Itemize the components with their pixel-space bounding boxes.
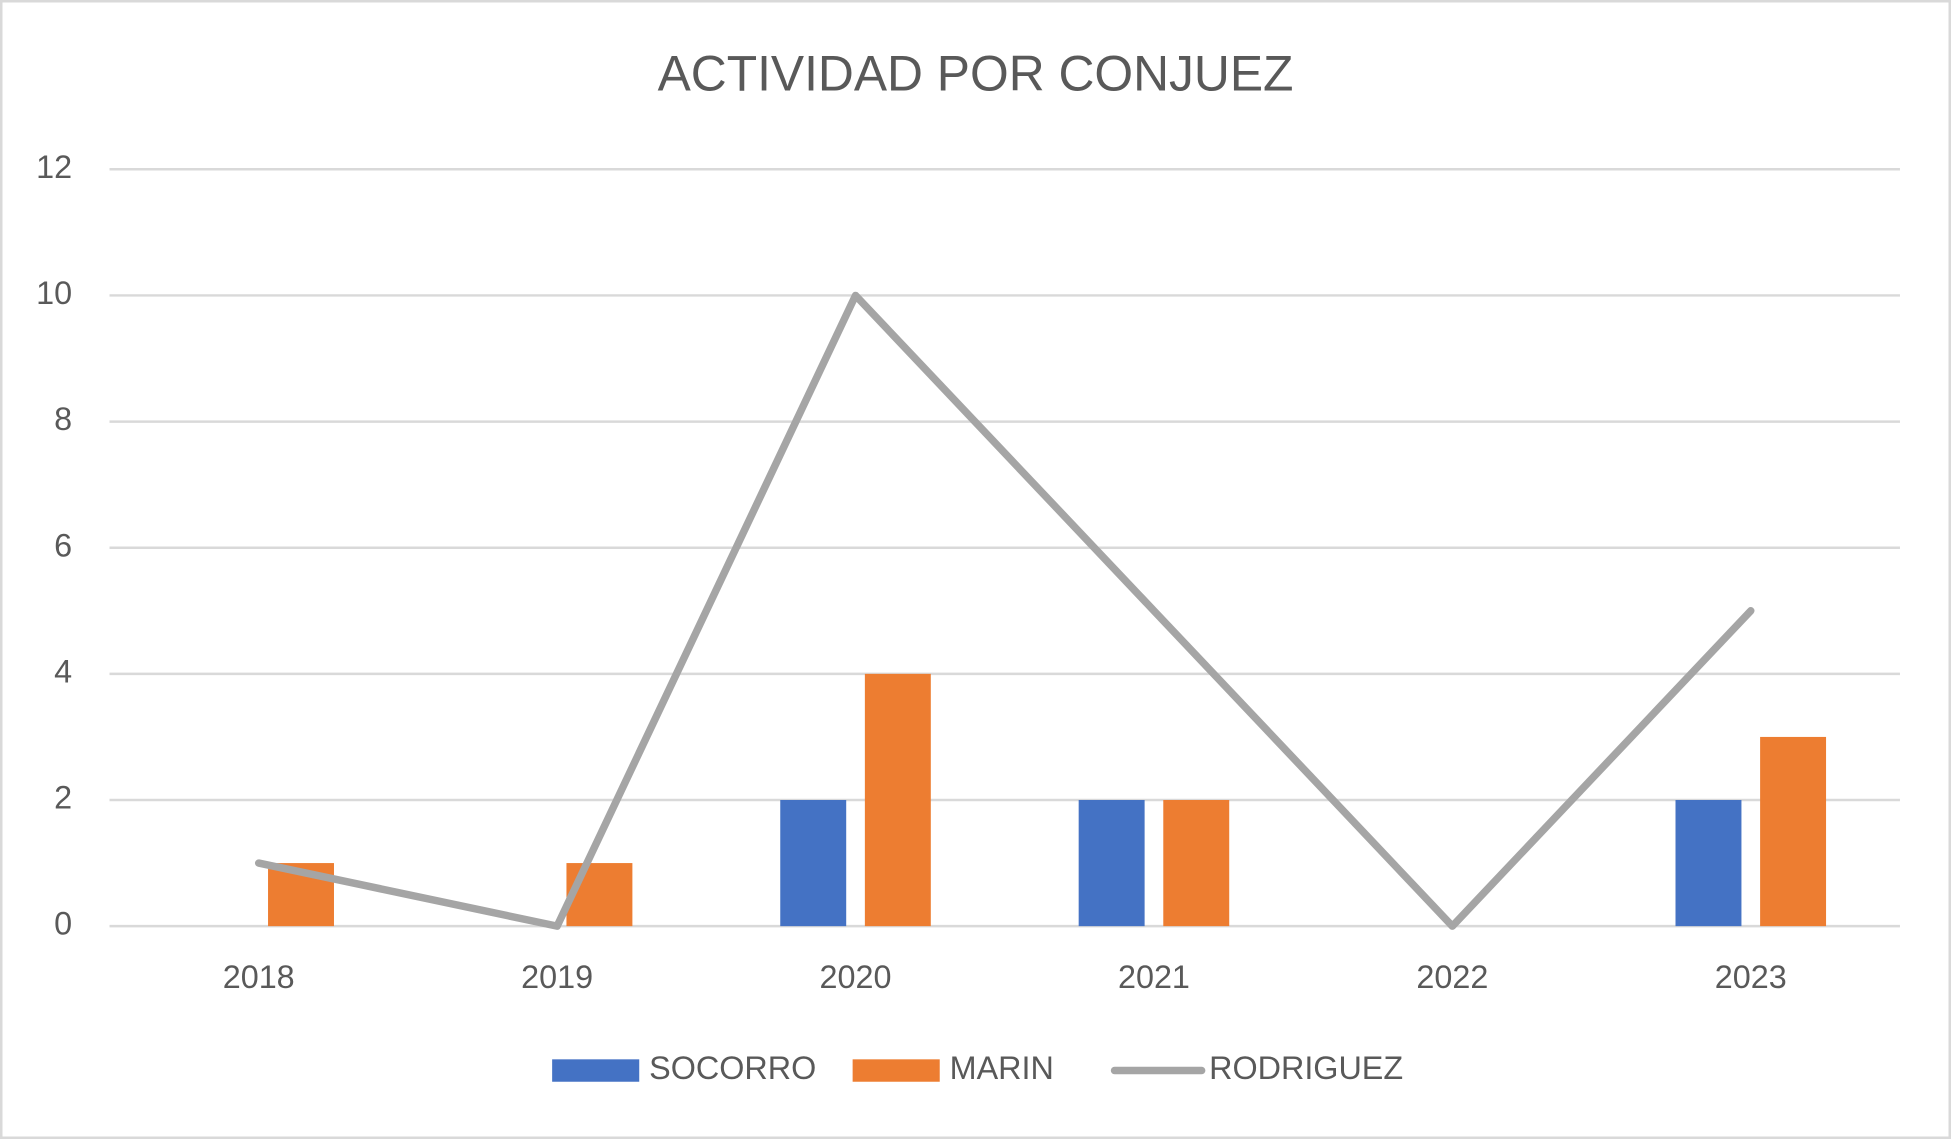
legend-swatch [552, 1059, 640, 1082]
bar [780, 799, 847, 927]
x-tick-label: 2022 [1416, 959, 1488, 995]
legend-swatch [852, 1059, 940, 1082]
y-tick-label: 4 [54, 653, 72, 689]
x-tick-label: 2023 [1715, 959, 1787, 995]
x-tick-label: 2019 [521, 959, 593, 995]
y-tick-label: 6 [54, 527, 72, 563]
legend-label: SOCORRO [649, 1050, 816, 1086]
legend-label: RODRIGUEZ [1209, 1050, 1403, 1086]
bar [864, 673, 931, 927]
y-tick-label: 10 [36, 275, 72, 311]
bar [1163, 799, 1230, 927]
bar [1675, 799, 1742, 927]
bar [1078, 799, 1145, 927]
y-tick-label: 0 [54, 906, 72, 942]
chart-title: ACTIVIDAD POR CONJUEZ [658, 45, 1294, 101]
line [254, 291, 1755, 930]
bar [566, 863, 633, 927]
x-tick-label: 2021 [1118, 959, 1190, 995]
bar [1760, 736, 1827, 927]
y-tick-label: 12 [36, 149, 72, 185]
x-tick-label: 2018 [223, 959, 295, 995]
legend-label: MARIN [950, 1050, 1054, 1086]
y-tick-label: 8 [54, 401, 72, 437]
y-tick-label: 2 [54, 780, 72, 816]
x-tick-label: 2020 [820, 959, 892, 995]
